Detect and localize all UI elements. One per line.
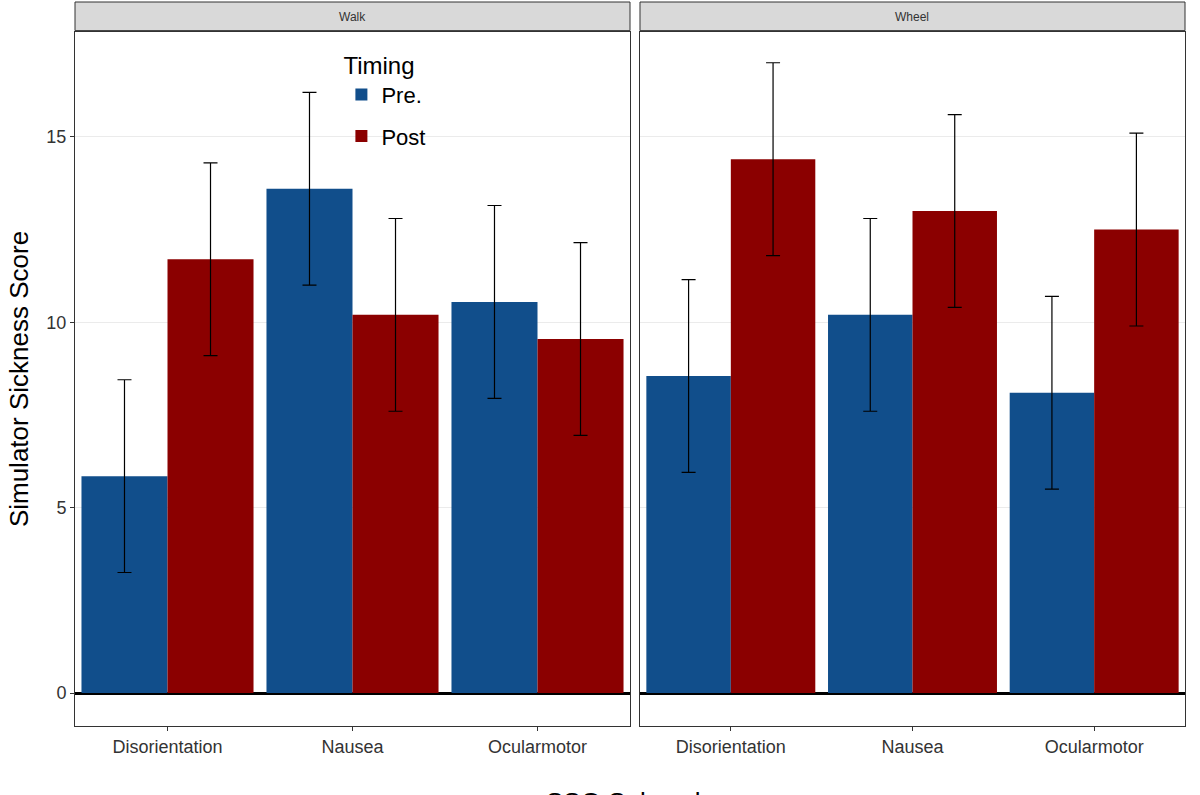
svg-text:Ocularmotor: Ocularmotor: [1045, 737, 1144, 757]
svg-text:0: 0: [56, 683, 66, 703]
svg-text:Disorientation: Disorientation: [676, 737, 786, 757]
svg-text:Timing: Timing: [343, 52, 414, 79]
svg-text:Post: Post: [381, 125, 425, 150]
svg-text:Wheel: Wheel: [895, 10, 929, 24]
svg-text:Nausea: Nausea: [321, 737, 384, 757]
svg-text:SSQ Subscale: SSQ Subscale: [546, 787, 715, 795]
svg-text:15: 15: [46, 127, 66, 147]
svg-text:5: 5: [56, 498, 66, 518]
svg-text:10: 10: [46, 313, 66, 333]
svg-text:Pre.: Pre.: [381, 83, 421, 108]
svg-text:Disorientation: Disorientation: [112, 737, 222, 757]
svg-text:Simulator Sickness Score: Simulator Sickness Score: [4, 231, 34, 527]
svg-text:Nausea: Nausea: [881, 737, 944, 757]
svg-text:Ocularmotor: Ocularmotor: [488, 737, 587, 757]
svg-text:Walk: Walk: [339, 10, 366, 24]
